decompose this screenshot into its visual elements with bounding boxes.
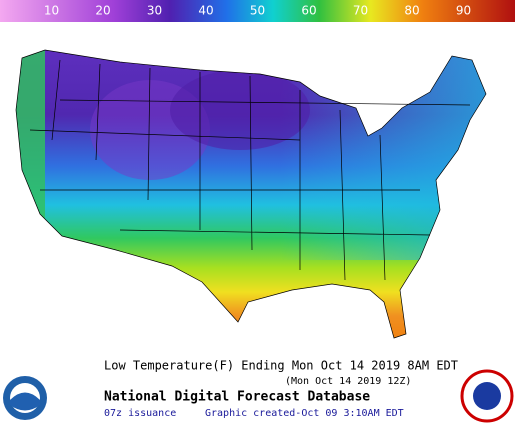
issuance: 07z issuance [104,408,176,419]
valid-time: (Mon Oct 14 2019 12Z) [285,376,411,387]
database-name: National Digital Forecast Database [104,390,370,405]
state-borders [15,49,487,339]
legend-label: 40 [198,4,213,18]
created-time: Graphic created-Oct 09 3:10AM EDT [205,408,404,419]
nws-logo [460,369,514,423]
legend-label: 30 [147,4,162,18]
legend-label: 80 [404,4,419,18]
legend-label: 10 [44,4,59,18]
legend-label: 60 [301,4,316,18]
noaa-logo [3,376,47,420]
color-scale [0,0,515,22]
legend-label: 90 [456,4,471,18]
product-title: Low Temperature(F) Ending Mon Oct 14 201… [104,359,458,373]
legend-label: 50 [250,4,265,18]
legend-label: 70 [353,4,368,18]
legend-label: 20 [95,4,110,18]
